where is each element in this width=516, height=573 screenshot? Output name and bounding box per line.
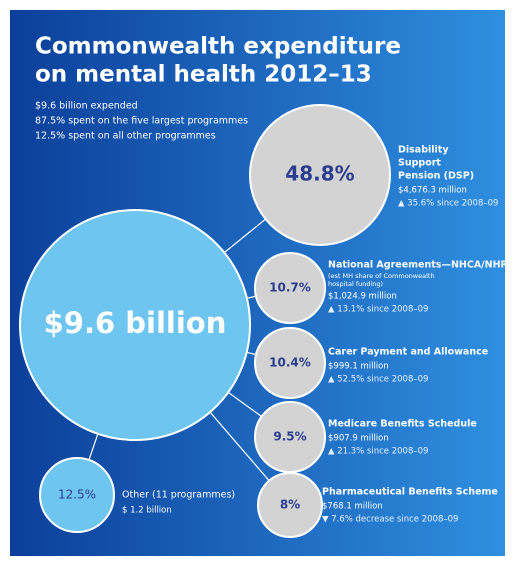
programme-bubble bbox=[249, 104, 391, 246]
programme-amount: $1,024.9 million bbox=[328, 292, 397, 302]
programme-name: Support bbox=[398, 158, 441, 169]
programme-percent: 9.5% bbox=[273, 430, 306, 444]
programme-name: Carer Payment and Allowance bbox=[328, 347, 488, 358]
title: on mental health 2012–13 bbox=[35, 62, 372, 88]
programme-name: Medicare Benefits Schedule bbox=[328, 419, 477, 430]
programme-percent: 10.4% bbox=[269, 356, 311, 370]
other-bubble bbox=[39, 457, 115, 533]
programme-amount: $999.1 million bbox=[328, 362, 389, 372]
title: Commonwealth expenditure bbox=[35, 34, 401, 60]
programme-amount: $4,676.3 million bbox=[398, 186, 467, 196]
programme-name: Pension (DSP) bbox=[398, 171, 474, 182]
programme-change: ▼ 7.6% decrease since 2008–09 bbox=[322, 515, 458, 525]
programme-change: ▲ 21.3% since 2008–09 bbox=[328, 447, 428, 457]
programme-name: Disability bbox=[398, 145, 449, 156]
programme-name: National Agreements—NHCA/NHRA bbox=[328, 260, 516, 271]
programme-percent: 10.7% bbox=[269, 281, 311, 295]
programme-note: hospital funding) bbox=[328, 280, 383, 288]
other-amount: $ 1.2 billion bbox=[122, 506, 172, 516]
bullet: $9.6 billion expended bbox=[35, 101, 138, 112]
programme-name: Pharmaceutical Benefits Scheme bbox=[322, 487, 498, 498]
programme-bubble bbox=[257, 472, 323, 538]
total-bubble bbox=[19, 209, 251, 441]
other-percent: 12.5% bbox=[58, 488, 96, 502]
programme-amount: $907.9 million bbox=[328, 434, 389, 444]
bullet: 87.5% spent on the five largest programm… bbox=[35, 116, 248, 127]
programme-change: ▲ 35.6% since 2008–09 bbox=[398, 199, 498, 209]
programme-bubble bbox=[254, 327, 326, 399]
programme-percent: 48.8% bbox=[285, 162, 354, 186]
total-label: $9.6 billion bbox=[44, 306, 227, 340]
programme-note: (est MH share of Commonwealth bbox=[328, 272, 435, 280]
programme-percent: 8% bbox=[280, 498, 300, 512]
bullet: 12.5% spent on all other programmes bbox=[35, 131, 216, 142]
programme-bubble bbox=[254, 252, 326, 324]
programme-amount: $768.1 million bbox=[322, 502, 383, 512]
programme-change: ▲ 13.1% since 2008–09 bbox=[328, 305, 428, 315]
programme-change: ▲ 52.5% since 2008–09 bbox=[328, 375, 428, 385]
other-name: Other (11 programmes) bbox=[122, 490, 235, 501]
